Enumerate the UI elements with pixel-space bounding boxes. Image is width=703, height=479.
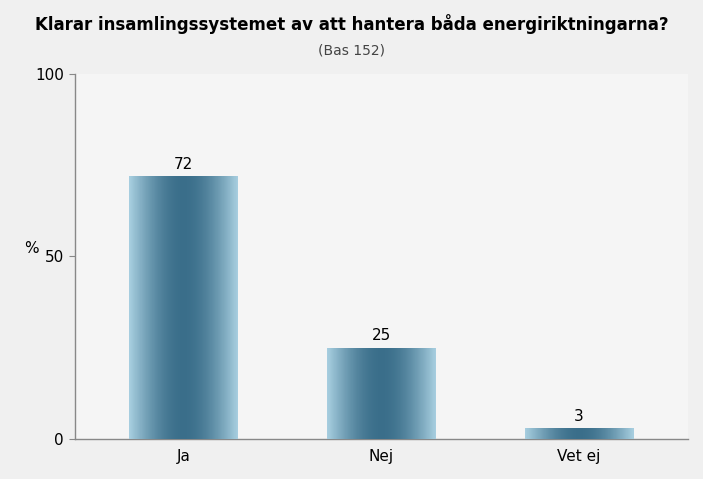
Text: 25: 25 [372, 329, 391, 343]
Y-axis label: %: % [24, 241, 39, 256]
Text: 72: 72 [174, 157, 193, 171]
Text: Klarar insamlingssystemet av att hantera båda energiriktningarna?: Klarar insamlingssystemet av att hantera… [34, 14, 669, 34]
Text: 3: 3 [574, 409, 584, 424]
Text: (Bas 152): (Bas 152) [318, 43, 385, 57]
